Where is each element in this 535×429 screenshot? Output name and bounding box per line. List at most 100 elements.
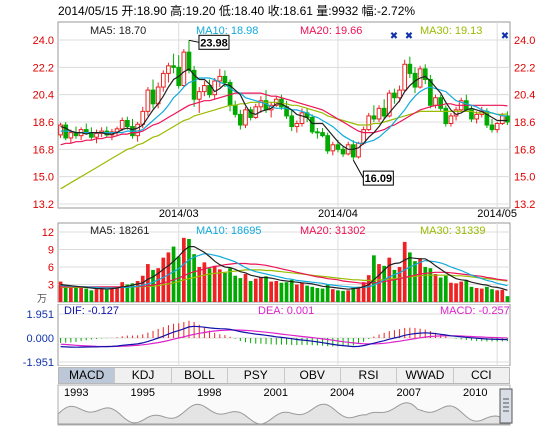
candle-down (186, 51, 192, 71)
candle-down (392, 92, 397, 99)
tab-cci[interactable]: CCI (470, 368, 492, 382)
candle-up (294, 123, 300, 128)
volume-bar-down (248, 281, 253, 302)
volume-bar-up (495, 290, 500, 302)
high-label: 高: (170, 4, 186, 18)
volume-bar-down (289, 279, 294, 302)
volume-ma-legend: MA5: 18261 (90, 225, 149, 237)
volume-bar-down (351, 287, 356, 302)
volume-bar-down (238, 278, 243, 302)
high-price-label: 23.98 (200, 37, 228, 49)
candle-down (469, 109, 474, 120)
overview-year-label: 2004 (330, 387, 354, 399)
volume-bar-down (207, 268, 212, 302)
candle-up (499, 115, 505, 125)
volume-bar-down (63, 285, 68, 302)
volume-bar-down (438, 277, 443, 302)
open-label: 开: (121, 4, 137, 18)
candle-down (315, 131, 320, 134)
volume-bar-chart[interactable]: 12 9 6 3万 MA5: 18261 MA10: 18695 MA20: 31302 MA… (0, 220, 535, 304)
volume-bar-down (392, 269, 397, 302)
tab-kdj[interactable]: KDJ (115, 368, 172, 383)
volume-bar-up (269, 281, 274, 302)
annotation-pointer (352, 159, 364, 179)
tab-psy[interactable]: PSY (228, 368, 285, 383)
macd-tick-label: 0.000 (26, 333, 54, 345)
candle-up (474, 113, 479, 120)
macd-legend: DEA: 0.001 (258, 305, 314, 317)
volume-ma-legend: MA10: 18695 (196, 225, 261, 237)
date-tick-label: 2014/04 (318, 208, 358, 220)
candle-down (171, 65, 176, 68)
tab-wwad[interactable]: WWAD (397, 368, 454, 383)
macd-legend: DIF: -0.127 (64, 305, 119, 317)
open-value: 18.90 (136, 4, 167, 18)
volume-bar-down (382, 265, 387, 302)
overview-year-label: 1998 (197, 387, 221, 399)
dif-line (60, 325, 508, 348)
ma10-line (60, 77, 508, 144)
quote-date: 2014/05/15 (58, 4, 119, 18)
candle-up (217, 75, 223, 82)
volume-bar-up (68, 286, 73, 302)
volume-bar-up (135, 281, 140, 302)
candle-up (253, 106, 259, 118)
price-tick-label-left: 16.8 (33, 144, 54, 156)
candle-down (124, 119, 130, 128)
volume-bar-down (130, 283, 135, 302)
volume-bar-down (372, 255, 376, 302)
overview-year-label: 2001 (264, 387, 288, 399)
close-value: 18.61 (282, 4, 313, 18)
volume-bar-up (166, 252, 171, 302)
volume-bar-up (58, 281, 63, 302)
candle-down (309, 116, 315, 133)
volume-bar-down (423, 267, 428, 302)
candle-up (243, 109, 248, 126)
overview-year-label: 1995 (131, 387, 155, 399)
volume-bar-down (187, 239, 191, 302)
volume-bar-down (171, 246, 176, 302)
candle-up (258, 100, 264, 108)
volume-bar-down (104, 289, 109, 302)
price-ma-legend: MA5: 18.70 (90, 25, 146, 37)
annotation-pointer (188, 39, 200, 43)
candle-up (58, 124, 63, 136)
volume-bar-down (310, 286, 315, 302)
macd-indicator-chart[interactable]: 1.951 0.000 -1.951 DIF: -0.127 DEA: 0.001 MAC… (0, 304, 535, 366)
volume-bar-down (325, 284, 330, 302)
macd-legend: MACD: -0.257 (440, 305, 510, 317)
event-marker-icon: ✖ (390, 31, 398, 42)
candle-up (68, 132, 74, 139)
candle-up (402, 63, 408, 91)
volume-bar-up (94, 289, 99, 302)
volume-bar-up (366, 275, 371, 302)
volume-bar-up (110, 288, 114, 302)
candle-up (166, 65, 171, 74)
tab-macd[interactable]: MACD (59, 368, 116, 383)
candle-up (135, 123, 140, 137)
price-candlestick-chart[interactable]: 24.0 24.0 22.2 22.2 20.4 20.4 18.6 18.6 16.8 16.8… (0, 0, 535, 220)
price-tick-label-left: 13.2 (33, 199, 54, 211)
candle-up (119, 119, 125, 130)
candle-up (181, 51, 187, 87)
history-overview-navigator[interactable]: 1993 1995 1998 2001 2004 2007 2010 (0, 384, 535, 429)
tab-boll[interactable]: BOLL (172, 368, 229, 383)
candle-down (232, 104, 238, 115)
volume-bar-down (125, 284, 130, 302)
change-label: 幅: (361, 4, 378, 18)
volume-bar-down (505, 296, 510, 302)
candle-down (489, 124, 495, 131)
volume-bar-up (156, 268, 161, 302)
volume-bar-down (428, 268, 433, 302)
candle-up (386, 92, 392, 117)
volume-unit-label: 万 (37, 294, 47, 304)
change-value: -2.72% (377, 4, 416, 18)
overview-year-label: 2007 (397, 387, 421, 399)
volume-tick-label: 3 (48, 280, 54, 292)
candle-down (320, 132, 325, 137)
tab-rsi[interactable]: RSI (341, 368, 398, 383)
ma5-line (60, 68, 508, 150)
volume-bar-up (253, 278, 258, 302)
dea-line (60, 329, 508, 348)
tab-obv[interactable]: OBV (285, 368, 341, 383)
